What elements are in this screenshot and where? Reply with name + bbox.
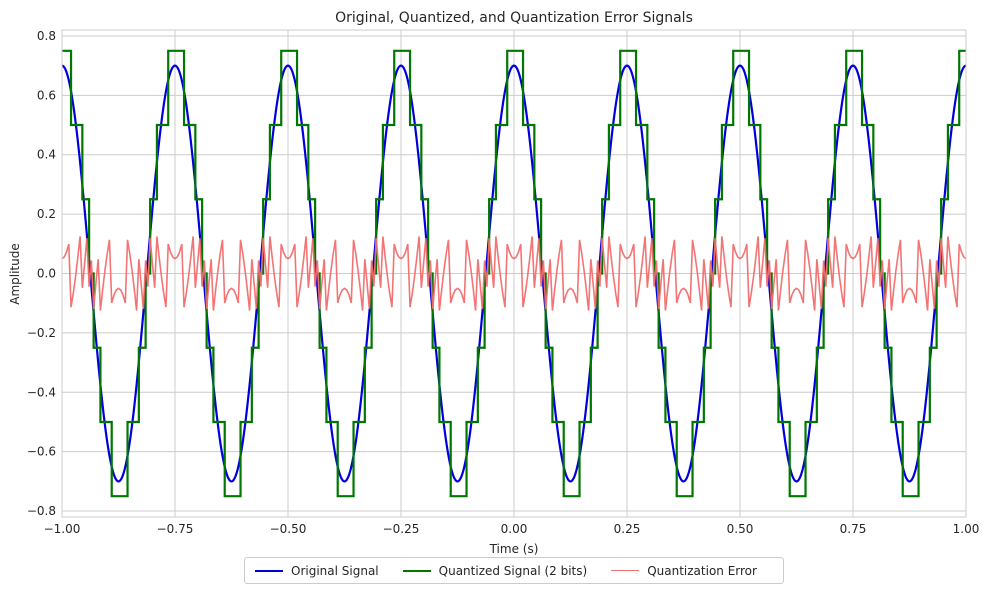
series-quantization-error-line bbox=[62, 236, 966, 311]
x-tick-label: 0.50 bbox=[727, 522, 754, 536]
legend-entry-quantized: Quantized Signal (2 bits) bbox=[402, 563, 588, 578]
y-axis-label: Amplitude bbox=[8, 243, 22, 305]
legend-entry-original: Original Signal bbox=[255, 564, 379, 578]
legend-swatch-original bbox=[255, 569, 283, 572]
y-tick-label: −0.6 bbox=[27, 445, 56, 459]
y-tick-label: 0.8 bbox=[37, 29, 56, 43]
legend: Original Signal Quantized Signal (2 bits… bbox=[244, 557, 784, 584]
plot-frame bbox=[61, 29, 967, 518]
y-tick-label: 0.0 bbox=[37, 267, 56, 281]
x-tick-label: 0.75 bbox=[840, 522, 867, 536]
y-tick-label: 0.2 bbox=[37, 207, 56, 221]
legend-swatch-error bbox=[611, 570, 640, 571]
legend-swatch-quantized bbox=[402, 569, 431, 572]
legend-label-error: Quantization Error bbox=[647, 563, 757, 578]
y-tick-label: −0.4 bbox=[27, 385, 56, 399]
x-tick-label: −1.00 bbox=[44, 522, 81, 536]
chart-title: Original, Quantized, and Quantization Er… bbox=[335, 10, 693, 26]
x-axis-ticks: −1.00 −0.75 −0.50 −0.25 0.00 0.25 0.50 0.75 1.00 bbox=[44, 522, 980, 536]
legend-label-quantized: Quantized Signal (2 bits) bbox=[438, 563, 588, 578]
x-tick-label: −0.50 bbox=[270, 522, 307, 536]
x-tick-label: 0.25 bbox=[614, 522, 641, 536]
x-tick-label: −0.25 bbox=[383, 522, 420, 536]
y-tick-label: 0.4 bbox=[37, 148, 56, 162]
legend-label-original: Original Signal bbox=[291, 563, 379, 578]
legend-entry-error: Quantization Error bbox=[611, 564, 757, 578]
y-tick-label: 0.6 bbox=[37, 88, 56, 102]
x-tick-label: 1.00 bbox=[953, 522, 980, 536]
y-tick-label: −0.8 bbox=[27, 504, 56, 518]
y-axis-ticks: −0.8 −0.6 −0.4 −0.2 0.0 0.2 0.4 0.6 0.8 bbox=[27, 29, 56, 518]
x-tick-label: 0.00 bbox=[501, 522, 528, 536]
series-quantized-signal-line bbox=[62, 49, 966, 498]
x-tick-label: −0.75 bbox=[157, 522, 194, 536]
x-axis-label: Time (s) bbox=[489, 542, 539, 556]
series-layer bbox=[62, 49, 966, 498]
y-tick-label: −0.2 bbox=[27, 326, 56, 340]
